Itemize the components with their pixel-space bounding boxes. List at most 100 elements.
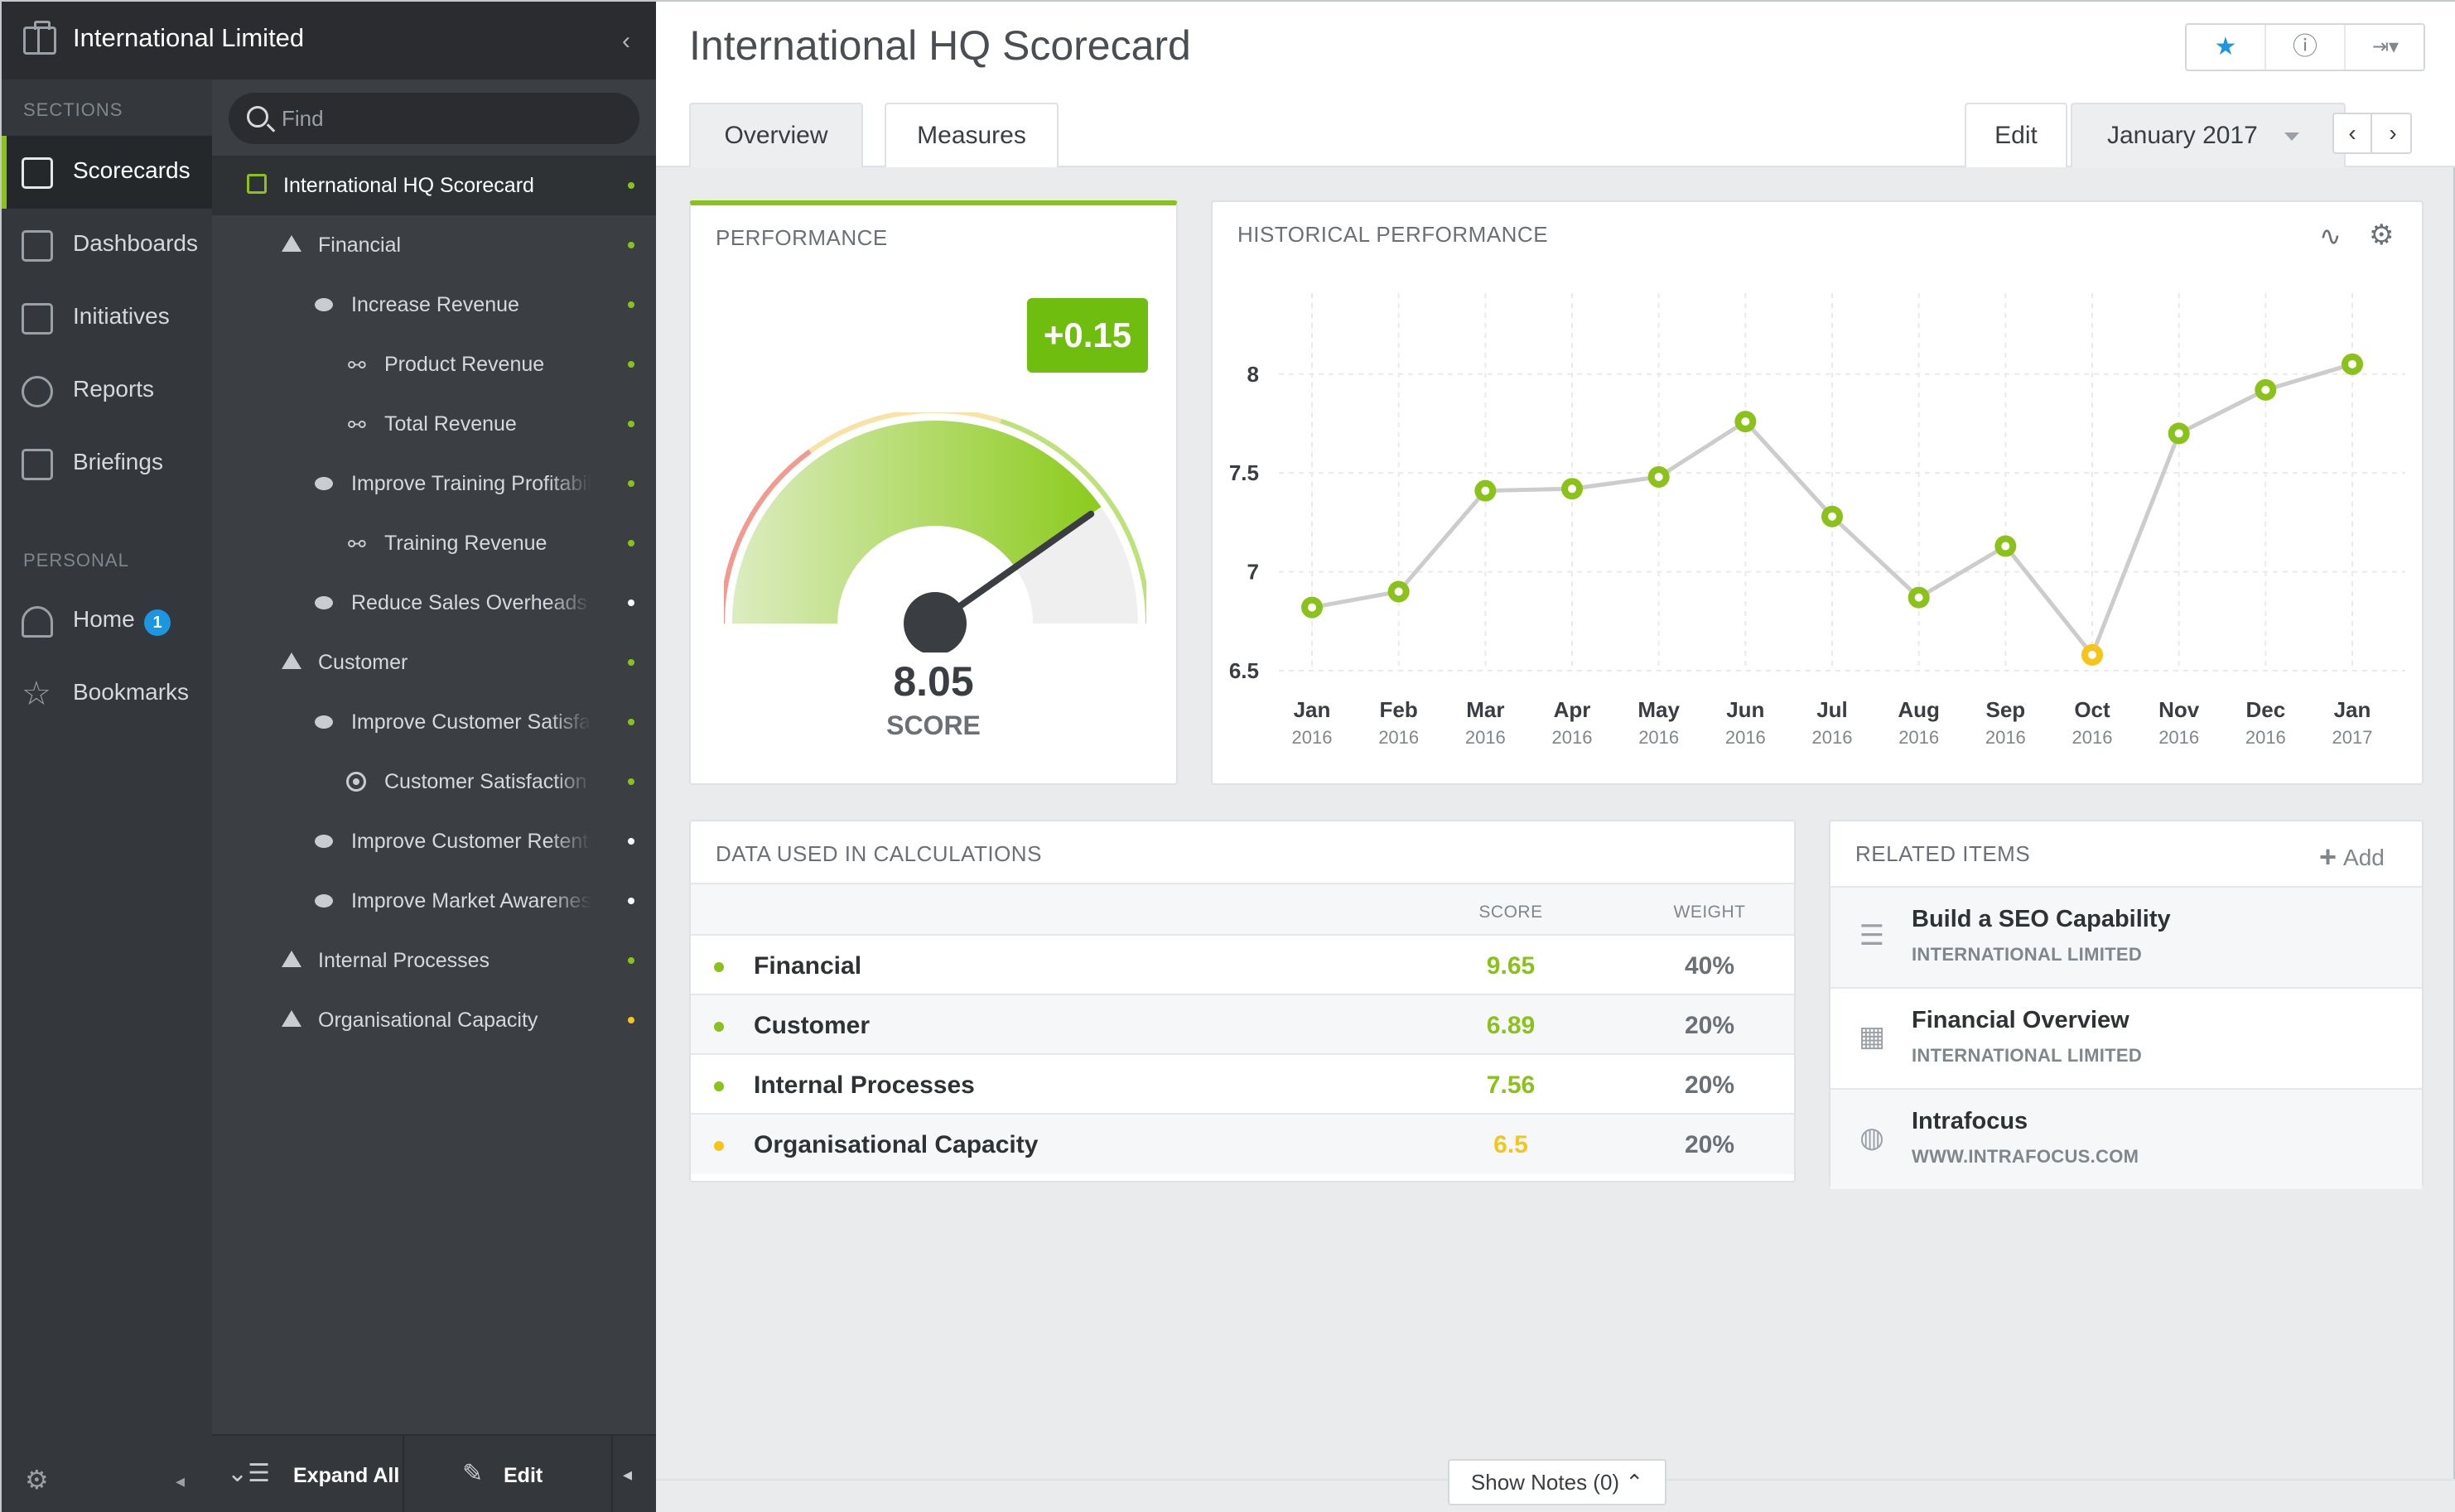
perspective-icon bbox=[282, 652, 301, 669]
objective-icon bbox=[315, 596, 333, 609]
nav-label: Initiatives bbox=[73, 303, 170, 329]
tree-row[interactable]: Customer bbox=[212, 633, 656, 692]
x-tick-year: 2016 bbox=[1638, 727, 1679, 748]
search-icon bbox=[247, 106, 268, 128]
related-item-subtitle: INTERNATIONAL LIMITED bbox=[1912, 1045, 2143, 1066]
related-item[interactable]: ▦ Financial Overview INTERNATIONAL LIMIT… bbox=[1830, 987, 2422, 1088]
scorecard-tree: International HQ Scorecard Financial Inc… bbox=[212, 79, 656, 1512]
tree-row[interactable]: Reduce Sales Overheads bbox=[212, 573, 656, 633]
tree-row[interactable]: Customer Satisfaction bbox=[212, 752, 656, 811]
data-point-center bbox=[1654, 472, 1663, 481]
status-dot bbox=[628, 838, 634, 845]
period-select[interactable]: January 2017 bbox=[2071, 103, 2346, 167]
data-point-center bbox=[1481, 486, 1490, 495]
tree-row[interactable]: Increase Revenue bbox=[212, 275, 656, 335]
related-title: RELATED ITEMS bbox=[1855, 841, 2031, 866]
tree-row[interactable]: Financial bbox=[212, 215, 656, 275]
nav-bookmarks[interactable]: ☆ Bookmarks bbox=[2, 657, 212, 730]
row-weight: 40% bbox=[1684, 952, 1735, 980]
related-items-card: RELATED ITEMS + Add ☰ Build a SEO Capabil… bbox=[1829, 820, 2424, 1189]
nav-dashboards[interactable]: Dashboards bbox=[2, 209, 212, 282]
tree-row-label: Financial bbox=[318, 234, 402, 257]
gear-icon[interactable]: ⚙ bbox=[25, 1465, 49, 1495]
tree-row[interactable]: Improve Training Profitability bbox=[212, 454, 656, 513]
tree-row[interactable]: Improve Market Awareness bbox=[212, 871, 656, 931]
globe-icon: ◍ bbox=[1859, 1122, 1884, 1153]
tree-row[interactable]: ⚯ Training Revenue bbox=[212, 513, 656, 573]
add-related-button[interactable]: + Add bbox=[2319, 840, 2385, 874]
data-point-center bbox=[2088, 650, 2096, 659]
x-tick-label: Feb bbox=[1380, 697, 1418, 722]
status-dot bbox=[628, 778, 634, 785]
data-point-center bbox=[2174, 429, 2183, 438]
x-tick-label: Jan bbox=[1294, 697, 1331, 722]
tree-row[interactable]: ⚯ Total Revenue bbox=[212, 394, 656, 454]
x-tick-label: Aug bbox=[1898, 697, 1940, 722]
previous-period-button[interactable]: ‹ bbox=[2334, 114, 2372, 152]
next-period-button[interactable]: › bbox=[2389, 120, 2397, 146]
collapse-sidebar-button[interactable]: ‹ bbox=[622, 27, 630, 55]
tree-row-label: Reduce Sales Overheads bbox=[351, 591, 587, 614]
bookmark-star-button[interactable]: ★ bbox=[2187, 25, 2266, 70]
search-input[interactable] bbox=[282, 104, 629, 132]
status-dot bbox=[628, 540, 634, 547]
table-row[interactable]: Financial 9.65 40% bbox=[691, 936, 1794, 995]
tree-row[interactable]: Improve Customer Satisfaction bbox=[212, 692, 656, 752]
line-chart-icon[interactable]: ∿ bbox=[2319, 221, 2342, 251]
nav-initiatives[interactable]: Initiatives bbox=[2, 282, 212, 354]
measure-icon bbox=[346, 772, 366, 792]
export-dropdown-icon[interactable]: ⇥▾ bbox=[2371, 36, 2400, 58]
nav-scorecards[interactable]: Scorecards bbox=[2, 136, 212, 209]
x-tick-label: Dec bbox=[2245, 697, 2285, 722]
gear-icon[interactable]: ⚙ bbox=[2369, 219, 2395, 251]
table-row[interactable]: Organisational Capacity 6.5 20% bbox=[691, 1115, 1794, 1174]
table-row[interactable]: Customer 6.89 20% bbox=[691, 995, 1794, 1055]
gauge-fill bbox=[732, 421, 1102, 624]
tree-row[interactable]: Organisational Capacity bbox=[212, 990, 656, 1050]
status-dot bbox=[628, 480, 634, 487]
objective-icon bbox=[315, 715, 333, 729]
tree-edit-button[interactable]: ✎ Edit bbox=[406, 1436, 613, 1512]
tree-row[interactable]: International HQ Scorecard bbox=[212, 156, 656, 215]
edit-button[interactable]: Edit bbox=[1965, 103, 2067, 167]
row-weight: 20% bbox=[1684, 1012, 1735, 1039]
objective-icon bbox=[315, 298, 333, 311]
status-dot bbox=[628, 1017, 634, 1023]
org-name[interactable]: International Limited bbox=[73, 23, 305, 52]
nav-reports[interactable]: Reports bbox=[2, 354, 212, 427]
tree-row-label: Internal Processes bbox=[318, 949, 490, 972]
tree-row[interactable]: Internal Processes bbox=[212, 931, 656, 990]
info-icon[interactable]: ⓘ bbox=[2266, 25, 2346, 70]
gauge-hub bbox=[904, 592, 967, 652]
historical-title: HISTORICAL PERFORMANCE bbox=[1237, 222, 1549, 247]
expand-all-button[interactable]: ⌄☰ Expand All bbox=[212, 1436, 404, 1512]
status-dot bbox=[628, 600, 634, 606]
nav-label: Scorecards bbox=[73, 157, 191, 183]
x-tick-label: Jul bbox=[1816, 697, 1848, 722]
related-item[interactable]: ☰ Build a SEO Capability INTERNATIONAL L… bbox=[1830, 886, 2422, 987]
table-row[interactable]: Internal Processes 7.56 20% bbox=[691, 1055, 1794, 1115]
collapse-tree-button[interactable]: ◂ bbox=[623, 1464, 633, 1485]
scorecard-icon bbox=[247, 174, 267, 194]
collapse-nav-button[interactable]: ◂ bbox=[176, 1471, 186, 1491]
row-weight: 20% bbox=[1684, 1071, 1735, 1099]
data-point-center bbox=[1828, 512, 1836, 521]
tab-measures[interactable]: Measures bbox=[885, 103, 1059, 167]
related-item[interactable]: ◍ Intrafocus WWW.INTRAFOCUS.COM bbox=[1830, 1088, 2422, 1189]
data-point-center bbox=[1308, 603, 1316, 612]
show-notes-button[interactable]: Show Notes (0) ⌃ bbox=[1448, 1459, 1666, 1505]
nav-home[interactable]: Home 1 bbox=[2, 585, 212, 657]
status-dot bbox=[628, 898, 634, 904]
tree-row[interactable]: Improve Customer Retention bbox=[212, 811, 656, 871]
calculation-data-card: DATA USED IN CALCULATIONS SCORE WEIGHT F… bbox=[689, 820, 1796, 1182]
tree-row-label: Total Revenue bbox=[384, 412, 517, 436]
show-notes-label: Show Notes (0) bbox=[1470, 1470, 1620, 1495]
tree-row[interactable]: ⚯ Product Revenue bbox=[212, 335, 656, 394]
nav-briefings[interactable]: Briefings bbox=[2, 427, 212, 500]
x-tick-year: 2016 bbox=[1465, 727, 1506, 748]
performance-title: PERFORMANCE bbox=[716, 225, 888, 250]
nav-label: Briefings bbox=[73, 449, 163, 474]
x-tick-label: Sep bbox=[1985, 697, 2025, 722]
tab-overview[interactable]: Overview bbox=[689, 103, 863, 167]
performance-card: PERFORMANCE +0.15 8.05 SCORE bbox=[689, 200, 1178, 785]
